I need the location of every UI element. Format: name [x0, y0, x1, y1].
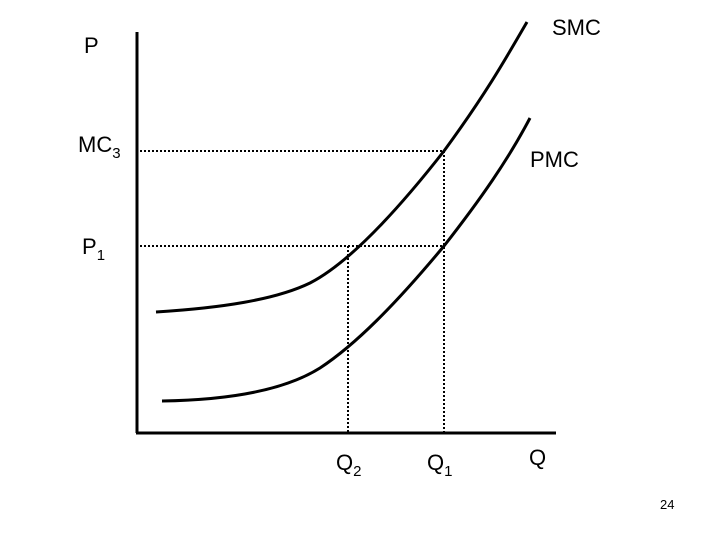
p1-label: P1 [82, 234, 105, 264]
p1-label-main: P [82, 234, 97, 259]
smc-curve-label: SMC [552, 15, 601, 40]
smc-curve [155, 21, 529, 314]
q1-label-sub: 1 [444, 463, 453, 480]
page-number: 24 [660, 497, 675, 512]
mc3-label: MC3 [78, 132, 121, 162]
pmc-curve [161, 117, 532, 403]
q1-label: Q1 [427, 450, 452, 480]
q2-label: Q2 [336, 450, 361, 480]
q2-label-sub: 2 [353, 463, 362, 480]
p1-label-sub: 1 [96, 247, 106, 264]
quantity-axis-label: Q [529, 445, 547, 470]
pmc-curve-label: PMC [530, 147, 579, 172]
price-axis-label: P [84, 33, 99, 58]
mc3-label-main: MC [78, 132, 113, 157]
q2-label-main: Q [336, 450, 354, 475]
q1-label-main: Q [427, 450, 445, 475]
mc3-label-sub: 3 [112, 145, 121, 162]
